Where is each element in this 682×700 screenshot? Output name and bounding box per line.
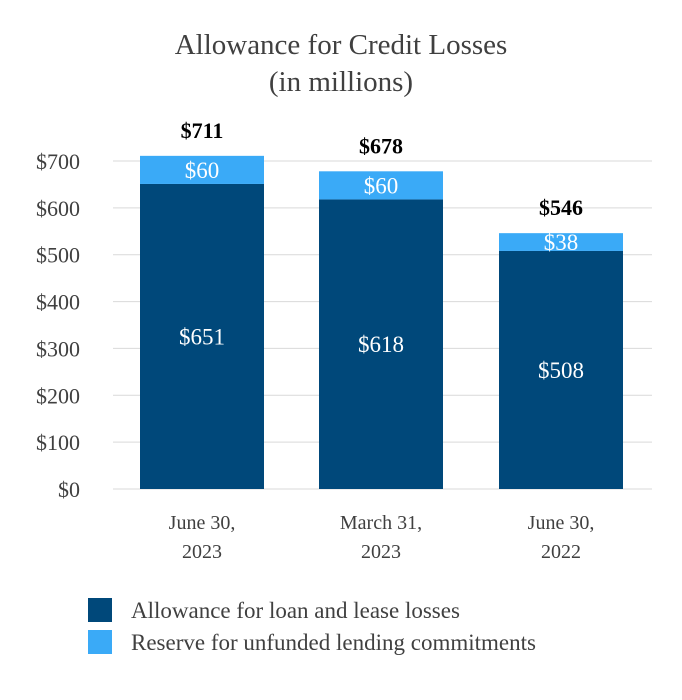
x-tick-label: 2023 bbox=[361, 541, 401, 563]
y-tick-label: $400 bbox=[36, 290, 80, 315]
segment-value-label: $60 bbox=[185, 158, 220, 183]
bar-segment-allowance bbox=[319, 199, 443, 489]
bar-segment-reserve bbox=[140, 155, 264, 184]
bar-segment-reserve bbox=[319, 171, 443, 200]
legend-swatch-allowance bbox=[88, 598, 112, 622]
bar-segment-allowance bbox=[499, 250, 623, 489]
segment-value-label: $38 bbox=[544, 230, 579, 255]
segment-value-label: $508 bbox=[538, 358, 584, 383]
legend-label: Reserve for unfunded lending commitments bbox=[131, 630, 536, 655]
y-axis-ticks: $0 $100 $200 $300 $400 $500 $600 $700 bbox=[36, 149, 80, 502]
bar-segment-allowance bbox=[140, 183, 264, 489]
legend-label: Allowance for loan and lease losses bbox=[131, 598, 460, 623]
y-tick-label: $200 bbox=[36, 383, 80, 408]
bar-segment-reserve bbox=[499, 233, 623, 251]
y-tick-label: $500 bbox=[36, 243, 80, 268]
total-value-label: $546 bbox=[539, 195, 583, 220]
total-value-label: $711 bbox=[181, 118, 224, 143]
x-tick-label: June 30, bbox=[528, 512, 595, 534]
x-axis-ticks: June 30, 2023 March 31, 2023 June 30, 2022 bbox=[169, 512, 595, 563]
x-tick-label: March 31, bbox=[340, 512, 422, 534]
total-value-label: $678 bbox=[359, 133, 403, 158]
segment-value-label: $618 bbox=[358, 332, 404, 357]
segment-value-label: $60 bbox=[364, 173, 399, 198]
chart-title-line-2: (in millions) bbox=[269, 66, 413, 98]
x-tick-label: June 30, bbox=[169, 512, 236, 534]
y-tick-label: $100 bbox=[36, 430, 80, 455]
chart-title: Allowance for Credit Losses (in millions… bbox=[175, 29, 508, 98]
segment-value-label: $651 bbox=[179, 324, 225, 349]
legend-swatch-reserve bbox=[88, 630, 112, 654]
bars: $651 $60 $711 $618 $60 $678 $508 $38 $546 bbox=[140, 118, 623, 489]
legend: Allowance for loan and lease losses Reser… bbox=[88, 598, 536, 655]
y-tick-label: $300 bbox=[36, 336, 80, 361]
x-tick-label: 2023 bbox=[182, 541, 222, 563]
y-tick-label: $600 bbox=[36, 196, 80, 221]
x-tick-label: 2022 bbox=[541, 541, 581, 563]
y-tick-label: $0 bbox=[58, 477, 80, 502]
y-tick-label: $700 bbox=[36, 149, 80, 174]
chart-title-line-1: Allowance for Credit Losses bbox=[175, 29, 508, 61]
